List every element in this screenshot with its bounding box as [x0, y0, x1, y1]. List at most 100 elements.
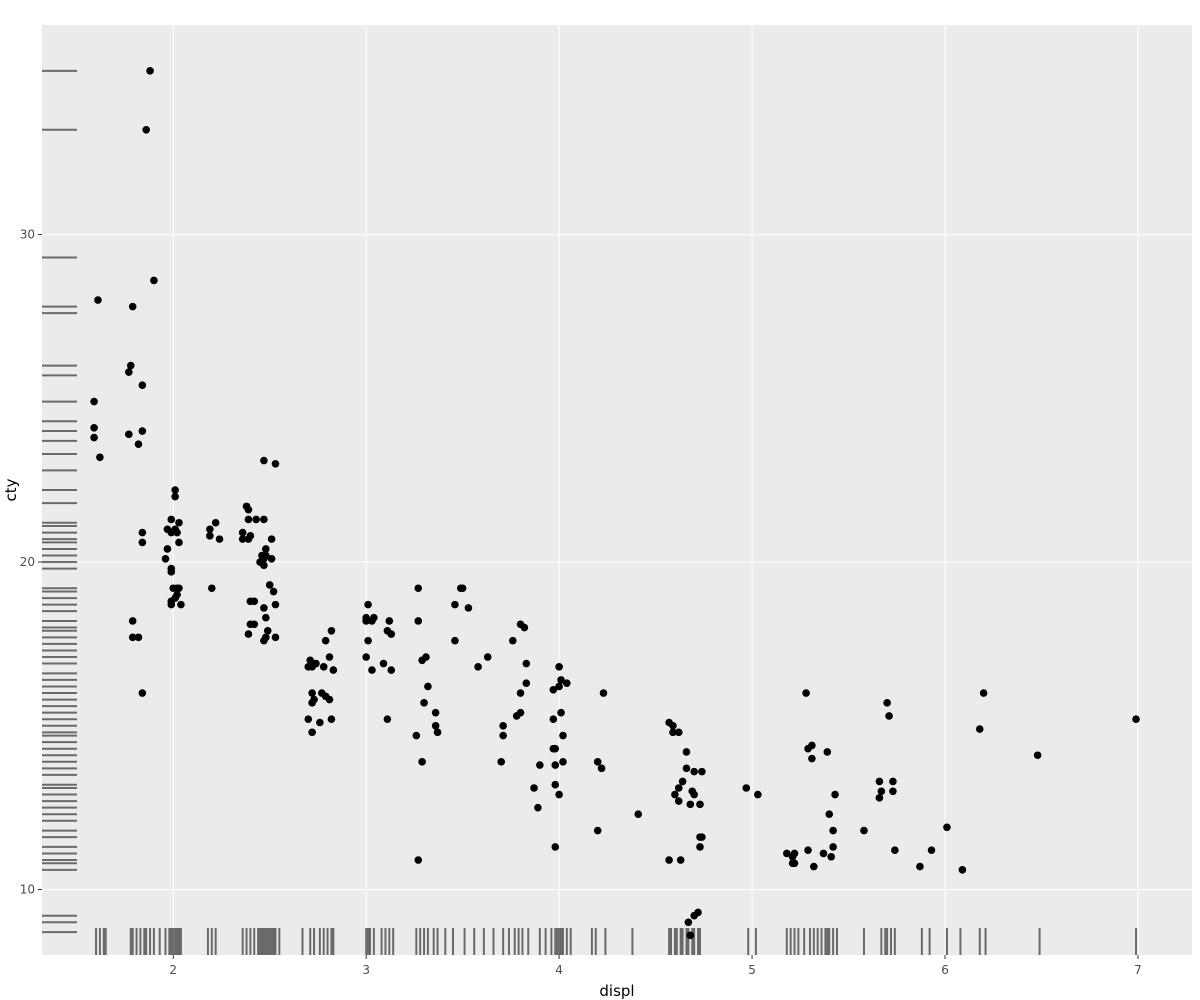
data-point — [889, 777, 897, 786]
data-point — [690, 767, 698, 776]
data-point — [497, 757, 506, 766]
data-point — [383, 715, 392, 724]
data-point — [211, 518, 220, 527]
data-point — [696, 843, 704, 851]
data-point — [267, 554, 276, 563]
data-point — [810, 862, 818, 871]
data-point — [327, 715, 336, 724]
data-point — [782, 849, 791, 858]
data-point — [169, 584, 178, 593]
data-point — [420, 699, 428, 707]
data-point — [682, 748, 691, 756]
data-point — [431, 721, 440, 730]
data-point — [325, 695, 334, 704]
data-point — [979, 689, 988, 697]
data-point — [262, 551, 270, 560]
data-point — [557, 676, 565, 684]
data-point — [464, 604, 473, 612]
data-point — [829, 826, 837, 835]
data-point — [125, 430, 133, 439]
data-point — [175, 538, 183, 547]
x-tick-label: 3 — [362, 963, 370, 977]
data-point — [499, 731, 507, 740]
data-point — [682, 764, 691, 773]
data-points — [90, 67, 1140, 940]
data-point — [364, 636, 372, 645]
data-point — [829, 843, 837, 851]
data-point — [551, 744, 560, 753]
data-point — [262, 613, 270, 622]
data-point — [875, 794, 884, 802]
data-point — [1033, 751, 1042, 760]
data-point — [128, 302, 137, 311]
data-point — [825, 810, 834, 818]
data-point — [260, 515, 268, 524]
data-point — [943, 823, 951, 832]
data-point — [306, 656, 315, 665]
data-point — [163, 545, 172, 553]
data-point — [831, 790, 839, 799]
data-point — [252, 515, 260, 524]
data-point — [674, 728, 683, 737]
data-point — [418, 757, 426, 766]
data-point — [385, 617, 394, 625]
data-point — [206, 532, 214, 540]
data-point — [175, 584, 183, 593]
data-point — [676, 856, 685, 864]
data-point — [684, 918, 693, 927]
data-point — [246, 620, 255, 629]
data-point — [215, 535, 224, 543]
data-point — [244, 535, 253, 543]
data-point — [754, 790, 762, 799]
data-point — [134, 440, 143, 448]
data-point — [269, 587, 278, 596]
data-point — [171, 594, 179, 602]
data-point — [260, 636, 268, 645]
data-point — [312, 659, 320, 668]
data-point — [414, 856, 423, 864]
x-axis-title: displ — [599, 982, 634, 1000]
data-point — [238, 528, 247, 537]
data-point — [142, 125, 150, 134]
data-point — [823, 748, 832, 756]
data-point — [559, 757, 567, 766]
data-point — [696, 800, 704, 809]
data-point — [308, 699, 316, 707]
data-point — [808, 741, 816, 750]
data-point — [173, 528, 181, 537]
data-point — [138, 538, 147, 547]
data-point — [138, 528, 147, 537]
data-point — [167, 600, 176, 609]
data-point — [808, 754, 816, 763]
data-point — [138, 381, 147, 390]
data-point — [883, 699, 891, 707]
data-point — [885, 712, 893, 720]
data-point — [891, 846, 899, 855]
data-point — [549, 715, 558, 724]
data-point — [138, 689, 147, 697]
data-point — [451, 600, 459, 609]
y-tick-label: 30 — [20, 228, 35, 242]
y-axis-ticks: 10 20 30 — [20, 228, 42, 897]
data-point — [90, 423, 98, 432]
data-point — [698, 767, 706, 776]
data-point — [206, 525, 214, 534]
data-point — [319, 663, 328, 671]
x-tick-label: 7 — [1134, 963, 1142, 977]
data-point — [325, 653, 334, 661]
data-point — [927, 846, 936, 855]
data-point — [634, 810, 643, 818]
y-tick-label: 10 — [20, 883, 35, 897]
data-point — [520, 623, 529, 632]
data-point — [424, 682, 432, 691]
data-point — [238, 535, 247, 543]
x-tick-label: 2 — [169, 963, 177, 977]
data-point — [534, 803, 542, 812]
data-point — [686, 931, 695, 940]
data-point — [451, 636, 459, 645]
data-point — [671, 790, 679, 799]
data-point — [146, 67, 154, 75]
data-point — [167, 528, 176, 537]
data-point — [555, 790, 563, 799]
